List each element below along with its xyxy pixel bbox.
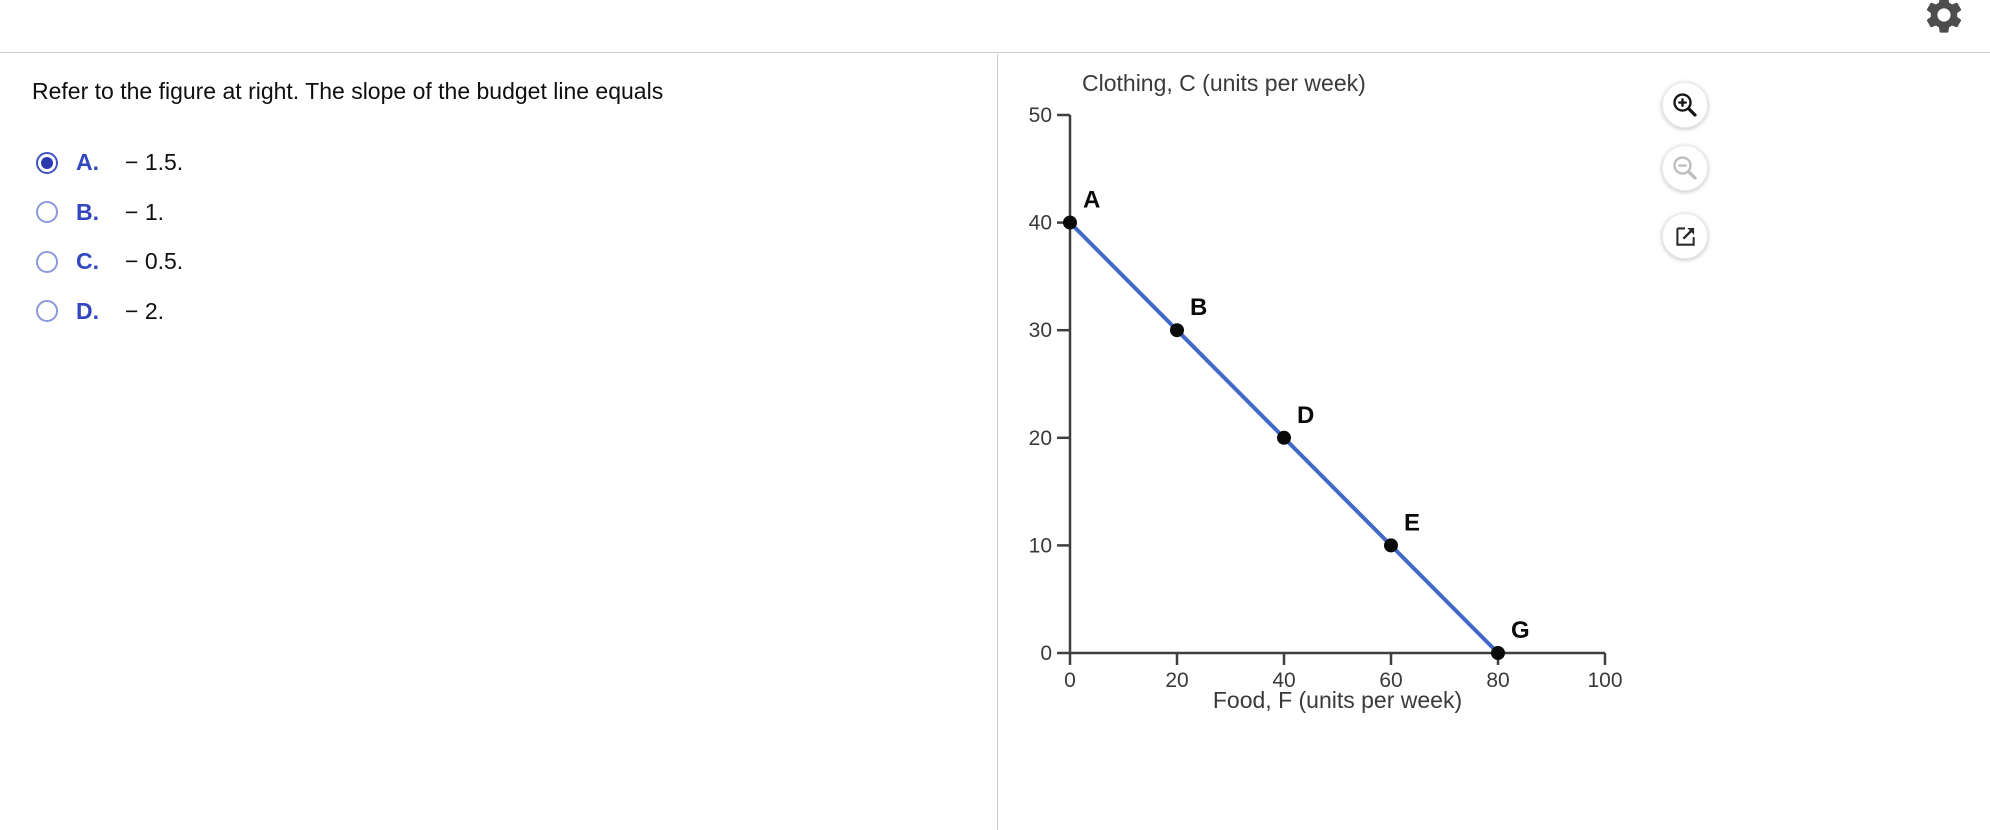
point-label-G: G: [1511, 617, 1530, 644]
data-point-B: [1170, 323, 1184, 338]
data-point-A: [1063, 215, 1077, 230]
option-letter: C.: [76, 248, 99, 275]
x-tick-label: 0: [1064, 669, 1076, 692]
point-label-B: B: [1190, 294, 1207, 321]
panel-divider: [997, 54, 998, 830]
point-label-E: E: [1404, 509, 1420, 536]
radio-button[interactable]: [36, 151, 58, 174]
figure-open-in-new-button[interactable]: [1662, 213, 1708, 259]
answer-option-b[interactable]: B. − 1.: [32, 188, 183, 238]
data-point-G: [1491, 646, 1505, 660]
x-tick-label: 40: [1272, 669, 1295, 692]
radio-button[interactable]: [36, 250, 58, 273]
radio-button[interactable]: [36, 201, 58, 224]
option-value: − 2.: [125, 297, 165, 324]
y-tick-label: 0: [1040, 642, 1052, 665]
magnifier-minus-icon: [1673, 156, 1697, 180]
answer-option-a[interactable]: A. − 1.5.: [32, 138, 183, 188]
x-axis-title: Food, F (units per week): [1213, 687, 1462, 713]
option-value: − 0.5.: [125, 248, 184, 275]
settings-gear-icon[interactable]: [1922, 0, 1966, 37]
radio-button[interactable]: [36, 300, 58, 323]
x-tick-label: 100: [1587, 669, 1622, 692]
x-tick-label: 20: [1165, 669, 1188, 692]
option-letter: D.: [76, 297, 99, 324]
answer-option-d[interactable]: D. − 2.: [32, 287, 183, 337]
open-in-new-icon: [1676, 227, 1695, 246]
option-value: − 1.5.: [125, 149, 184, 176]
options-list: A. − 1.5. B. − 1. C. − 0.5. D. − 2.: [32, 138, 183, 336]
option-letter: B.: [76, 198, 99, 225]
y-tick-label: 10: [1029, 534, 1052, 557]
budget-line-chart: 0 10 20 30 40 50 0 20 40 60 80 100 Clothing, C (unit…: [1029, 70, 1623, 713]
x-tick-label: 80: [1486, 669, 1509, 692]
figure-zoom-out-button[interactable]: [1662, 145, 1708, 191]
y-tick-label: 30: [1029, 319, 1052, 342]
y-tick-label: 40: [1029, 212, 1052, 235]
question-text: Refer to the figure at right. The slope …: [32, 78, 664, 104]
magnifier-plus-icon: [1673, 93, 1697, 117]
x-tick-label: 60: [1379, 669, 1402, 692]
option-value: − 1.: [125, 198, 165, 225]
y-axis-title: Clothing, C (units per week): [1082, 70, 1366, 96]
data-point-E: [1384, 538, 1398, 553]
answer-option-c[interactable]: C. − 0.5.: [32, 237, 183, 287]
top-toolbar: [0, 0, 1990, 53]
y-tick-label: 50: [1029, 104, 1052, 127]
point-label-D: D: [1297, 402, 1314, 429]
option-letter: A.: [76, 149, 99, 176]
y-tick-label: 20: [1029, 427, 1052, 450]
point-label-A: A: [1083, 187, 1100, 214]
figure-zoom-in-button[interactable]: [1662, 82, 1708, 128]
data-point-D: [1277, 430, 1291, 445]
